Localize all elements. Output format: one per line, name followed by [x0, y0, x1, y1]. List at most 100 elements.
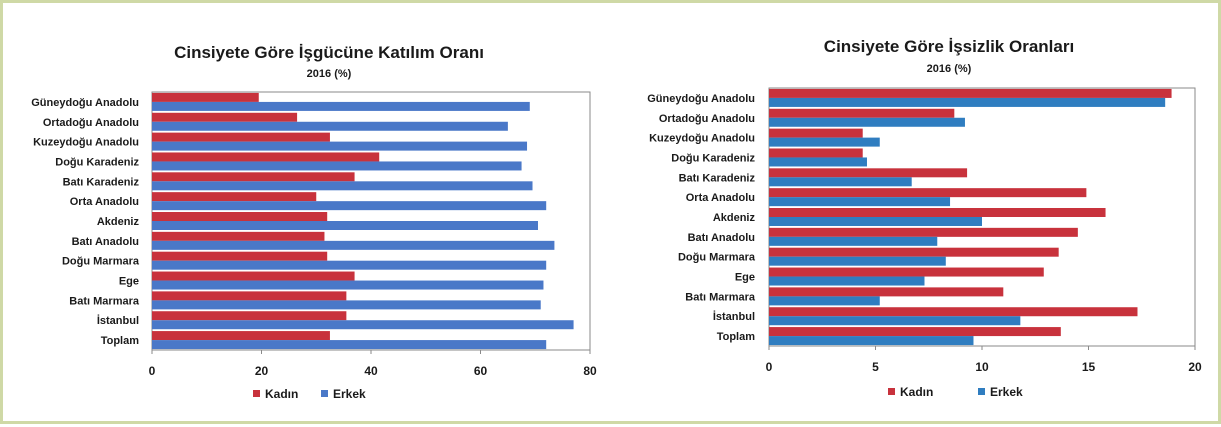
- legend-swatch: [978, 388, 985, 395]
- legend-label: Kadın: [265, 387, 298, 401]
- category-label: Güneydoğu Anadolu: [647, 93, 755, 105]
- bar-kadin: [769, 88, 1172, 98]
- bar-erkek: [152, 121, 508, 131]
- category-label: Doğu Marmara: [678, 252, 756, 264]
- bar-kadin: [152, 172, 355, 182]
- chart-title: Cinsiyete Göre İşsizlik Oranları: [824, 37, 1074, 56]
- bar-kadin: [769, 108, 955, 118]
- x-tick-label: 0: [766, 360, 773, 374]
- bar-erkek: [769, 157, 867, 167]
- category-label: Güneydoğu Anadolu: [31, 97, 139, 109]
- bar-kadin: [769, 247, 1059, 257]
- category-label: Kuzeydoğu Anadolu: [33, 137, 139, 149]
- category-label: İstanbul: [713, 310, 755, 323]
- bar-erkek: [769, 217, 982, 226]
- legend-swatch: [321, 390, 328, 397]
- bar-kadin: [769, 307, 1138, 317]
- bar-erkek: [769, 97, 1166, 107]
- category-label: Ege: [119, 276, 139, 288]
- category-label: Akdeniz: [713, 212, 756, 224]
- bar-kadin: [152, 311, 347, 321]
- bar-erkek: [152, 181, 533, 191]
- bar-erkek: [769, 137, 880, 147]
- bar-kadin: [769, 267, 1044, 277]
- bar-erkek: [769, 296, 880, 306]
- category-label: Orta Anadolu: [686, 192, 755, 204]
- bar-kadin: [152, 112, 298, 122]
- bar-erkek: [152, 221, 538, 230]
- bar-kadin: [769, 128, 863, 138]
- bar-erkek: [769, 276, 925, 286]
- bar-kadin: [152, 212, 328, 221]
- x-tick-label: 15: [1082, 360, 1096, 374]
- bar-kadin: [152, 291, 347, 301]
- bar-erkek: [769, 236, 938, 246]
- bar-kadin: [152, 192, 317, 202]
- bar-erkek: [152, 141, 528, 151]
- x-tick-label: 20: [255, 364, 269, 378]
- category-label: Ortadoğu Anadolu: [43, 117, 139, 129]
- bar-kadin: [769, 188, 1087, 198]
- plot-area: Güneydoğu Anadolu Ortadoğu Anadolu Kuzeydo…: [647, 87, 1202, 399]
- chart-title: Cinsiyete Göre İşgücüne Katılım Oranı: [174, 43, 484, 62]
- bar-erkek: [152, 201, 547, 211]
- chart-subtitle: 2016 (%): [307, 68, 352, 80]
- bar-kadin: [152, 152, 380, 162]
- x-tick-label: 80: [583, 364, 597, 378]
- category-label: Batı Marmara: [69, 295, 140, 307]
- bar-erkek: [769, 197, 951, 207]
- bar-kadin: [152, 251, 328, 261]
- bar-kadin: [152, 271, 355, 281]
- category-label: Orta Anadolu: [70, 196, 139, 208]
- bar-erkek: [152, 240, 555, 250]
- x-tick-label: 40: [364, 364, 378, 378]
- category-label: Doğu Karadeniz: [55, 156, 139, 168]
- bar-erkek: [769, 336, 974, 346]
- bar-kadin: [769, 208, 1106, 217]
- bar-kadin: [152, 331, 330, 341]
- bar-kadin: [152, 132, 330, 142]
- bar-erkek: [769, 316, 1021, 326]
- plot-area: Güneydoğu Anadolu Ortadoğu Anadolu Kuzeydo…: [31, 91, 597, 401]
- category-label: Ege: [735, 272, 755, 284]
- bar-erkek: [152, 101, 530, 111]
- x-tick-label: 20: [1188, 360, 1202, 374]
- legend-swatch: [253, 390, 260, 397]
- bar-kadin: [152, 231, 325, 241]
- x-tick-label: 10: [975, 360, 989, 374]
- category-label: Doğu Marmara: [62, 256, 140, 268]
- category-label: Batı Anadolu: [688, 232, 755, 244]
- bar-kadin: [769, 148, 863, 158]
- category-label: Ortadoğu Anadolu: [659, 113, 755, 125]
- bar-erkek: [769, 117, 965, 127]
- category-label: Batı Karadeniz: [63, 176, 140, 188]
- category-label: Batı Karadeniz: [679, 172, 756, 184]
- category-label: İstanbul: [97, 314, 139, 327]
- bar-erkek: [152, 161, 522, 171]
- bar-kadin: [152, 92, 259, 102]
- bar-kadin: [769, 168, 968, 178]
- chart-subtitle: 2016 (%): [927, 63, 972, 75]
- legend-label: Erkek: [990, 385, 1023, 399]
- x-tick-label: 0: [149, 364, 156, 378]
- x-tick-label: 60: [474, 364, 488, 378]
- bar-erkek: [769, 256, 946, 266]
- bar-kadin: [769, 327, 1061, 337]
- chart-unemployment: Cinsiyete Göre İşsizlik Oranları 2016 (%…: [647, 37, 1202, 399]
- legend-label: Erkek: [333, 387, 366, 401]
- category-label: Toplam: [717, 331, 756, 343]
- category-label: Akdeniz: [97, 216, 140, 228]
- bar-kadin: [769, 227, 1078, 237]
- bar-erkek: [152, 300, 541, 310]
- x-tick-label: 5: [872, 360, 879, 374]
- bar-erkek: [152, 320, 574, 330]
- bar-kadin: [769, 287, 1004, 297]
- category-label: Toplam: [101, 335, 140, 347]
- bar-erkek: [152, 280, 544, 290]
- category-label: Kuzeydoğu Anadolu: [649, 133, 755, 145]
- bar-erkek: [152, 340, 547, 350]
- bar-erkek: [769, 177, 912, 187]
- category-label: Doğu Karadeniz: [671, 152, 755, 164]
- category-label: Batı Marmara: [685, 291, 756, 303]
